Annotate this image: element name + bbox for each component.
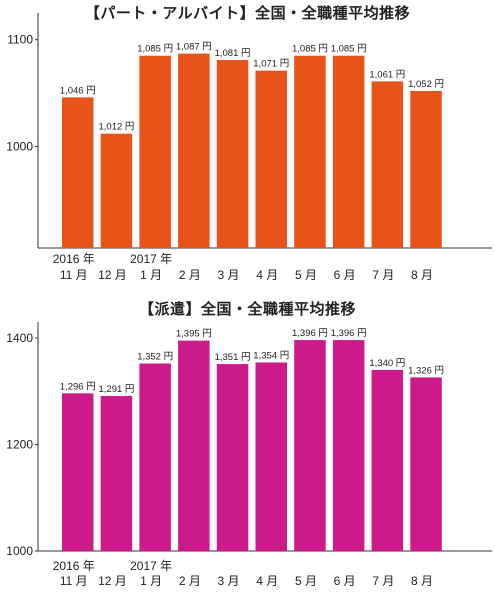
dispatch-bar [100, 396, 133, 551]
dispatch-x-month-label: 4 月 [256, 574, 278, 588]
dispatch-x-month-label: 8 月 [411, 574, 433, 588]
part-time-bar [178, 53, 210, 248]
part-time-x-month-label: 4 月 [256, 268, 278, 282]
part-time-data-label: 1,085 円 [331, 44, 367, 55]
part-time-data-label: 1,052 円 [408, 79, 444, 90]
dispatch-x-year-label: 2016 年 [53, 559, 95, 573]
dispatch-bar [216, 364, 249, 551]
part-time-data-label: 1,085 円 [292, 44, 328, 55]
part-time-bar [62, 97, 94, 249]
part-time-bar [294, 55, 326, 249]
dispatch-data-label: 1,351 円 [215, 352, 251, 363]
chart-title-dispatch: 【派遣】全国・全職種平均推移 [138, 301, 356, 318]
part-time-x-month-label: 2 月 [179, 268, 201, 282]
part-time-data-label: 1,087 円 [176, 42, 212, 53]
part-time-x-month-label: 12 月 [98, 268, 127, 282]
dispatch-bar [139, 363, 171, 551]
part-time-x-month-label: 7 月 [372, 268, 394, 282]
dispatch-bar [255, 362, 287, 551]
part-time-x-month-label: 8 月 [411, 268, 433, 282]
dispatch-x-month-label: 12 月 [98, 574, 127, 588]
dispatch-bar [62, 393, 94, 551]
dispatch-data-label: 1,396 円 [292, 328, 328, 339]
dispatch-bar [178, 340, 210, 551]
part-time-bar [255, 70, 287, 248]
part-time-data-label: 1,012 円 [98, 122, 134, 133]
part-time-bar [216, 60, 249, 248]
part-time-x-month-label: 5 月 [295, 268, 317, 282]
part-time-x-year-label: 2017 年 [130, 252, 172, 266]
dispatch-data-label: 1,354 円 [253, 350, 289, 361]
dispatch-data-label: 1,291 円 [98, 384, 134, 395]
dispatch-data-label: 1,326 円 [408, 365, 444, 376]
part-time-x-year-label: 2016 年 [53, 252, 95, 266]
dispatch-bar [371, 369, 404, 551]
part-time-bar [332, 55, 365, 249]
dispatch-x-month-label: 5 月 [295, 574, 317, 588]
part-time-data-label: 1,071 円 [253, 59, 289, 70]
part-time-x-month-label: 3 月 [218, 268, 240, 282]
part-time-x-month-label: 6 月 [334, 268, 356, 282]
dispatch-y-tick-label: 1200 [6, 437, 33, 451]
part-time-bar [371, 81, 404, 248]
part-time-x-month-label: 11 月 [60, 268, 88, 282]
dispatch-y-tick-label: 1000 [6, 544, 33, 558]
dispatch-data-label: 1,340 円 [369, 358, 405, 369]
dispatch-data-label: 1,396 円 [331, 328, 367, 339]
dispatch-x-month-label: 1 月 [140, 574, 162, 588]
dispatch-data-label: 1,296 円 [60, 381, 96, 392]
dispatch-bar [294, 340, 326, 551]
chart-title-part-time: 【パート・アルバイト】全国・全職種平均推移 [84, 5, 411, 22]
dispatch-x-month-label: 3 月 [218, 574, 240, 588]
part-time-data-label: 1,081 円 [215, 48, 251, 59]
dispatch-y-tick-label: 1400 [6, 331, 33, 345]
part-time-bar [100, 133, 133, 248]
part-time-bar [410, 90, 442, 249]
part-time-data-label: 1,046 円 [60, 85, 96, 96]
dispatch-x-month-label: 7 月 [372, 574, 394, 588]
part-time-data-label: 1,061 円 [369, 69, 405, 80]
dispatch-x-month-label: 2 月 [179, 574, 201, 588]
part-time-bar [139, 55, 171, 249]
dispatch-data-label: 1,395 円 [176, 329, 212, 340]
part-time-data-label: 1,085 円 [137, 44, 173, 55]
dispatch-bar [332, 340, 365, 551]
dispatch-x-year-label: 2017 年 [130, 559, 172, 573]
dispatch-bar [410, 377, 442, 551]
part-time-y-tick-label: 1100 [7, 33, 33, 47]
part-time-x-month-label: 1 月 [140, 268, 162, 282]
part-time-y-tick-label: 1000 [6, 140, 33, 154]
dispatch-data-label: 1,352 円 [137, 352, 173, 363]
dispatch-x-month-label: 11 月 [60, 574, 88, 588]
dispatch-x-month-label: 6 月 [334, 574, 356, 588]
